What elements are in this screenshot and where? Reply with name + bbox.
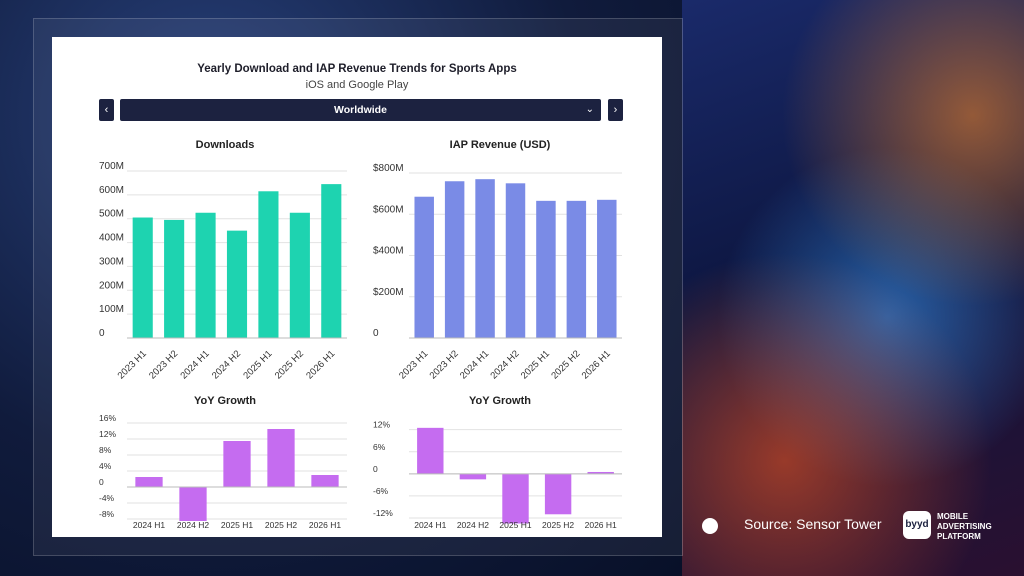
bar — [414, 196, 434, 338]
y-tick-label: 0 — [373, 328, 379, 339]
y-tick-label: 400M — [99, 233, 124, 244]
bar — [258, 191, 279, 338]
y-tick-label: 100M — [99, 304, 124, 315]
bar — [135, 477, 163, 487]
y-tick-label: -8% — [99, 509, 115, 519]
bar — [587, 471, 614, 474]
y-tick-label: $800M — [373, 163, 404, 174]
bar — [267, 429, 295, 487]
y-tick-label: 16% — [99, 413, 116, 423]
bar — [444, 181, 465, 338]
bar — [321, 184, 342, 338]
y-tick-label: 500M — [99, 209, 124, 220]
logo-tagline: MOBILE ADVERTISING PLATFORM — [937, 512, 992, 541]
x-tick-label: 2026 H1 — [309, 520, 341, 530]
bar — [544, 473, 572, 515]
bar — [475, 179, 495, 338]
x-tick-label: 2025 H1 — [221, 520, 253, 530]
y-tick-label: -4% — [99, 493, 115, 503]
x-tick-label: 2025 H2 — [265, 520, 297, 530]
sports-illustration — [682, 0, 1024, 576]
bar — [566, 200, 587, 338]
bar — [597, 199, 617, 338]
prev-region-button[interactable]: ‹ — [99, 99, 114, 121]
page-title: Yearly Download and IAP Revenue Trends f… — [197, 63, 517, 75]
downloads-chart: Downloads0100M200M300M400M500M600M700M20… — [99, 139, 347, 382]
bullet-dot — [702, 518, 718, 534]
chart-title: IAP Revenue (USD) — [450, 139, 551, 151]
bar — [226, 230, 248, 338]
downloads-yoy-chart: YoY Growth -8% -4% 0 4% 8% 12% 16% 2024 H1 2024 H… — [99, 395, 347, 530]
x-tick-label: 2024 H2 — [177, 520, 209, 530]
y-tick-label: 6% — [373, 442, 386, 452]
chevron-down-icon: ⌄ — [585, 104, 594, 115]
chart-title: YoY Growth — [469, 395, 531, 407]
y-tick-label: 0 — [373, 464, 378, 474]
region-select[interactable]: Worldwide ⌄ — [120, 99, 601, 121]
bar — [195, 212, 216, 338]
bar — [505, 183, 526, 338]
y-tick-label: $200M — [373, 287, 404, 298]
y-tick-label: -6% — [373, 486, 389, 496]
y-tick-label: 0 — [99, 328, 105, 339]
y-tick-label: 200M — [99, 280, 124, 291]
y-tick-label: 12% — [99, 429, 116, 439]
x-tick-label: 2024 H1 — [414, 520, 446, 530]
bar — [223, 441, 251, 487]
next-region-button[interactable]: › — [608, 99, 623, 121]
bar — [164, 219, 185, 338]
x-tick-label: 2024 H2 — [457, 520, 489, 530]
bar — [289, 212, 310, 338]
revenue-chart: IAP Revenue (USD)0$200M$400M$600M$800M20… — [373, 139, 622, 382]
bar — [311, 475, 339, 487]
bar — [536, 200, 556, 338]
y-tick-label: 600M — [99, 185, 124, 196]
y-tick-label: 4% — [99, 461, 112, 471]
y-tick-label: 700M — [99, 161, 124, 172]
x-tick-label: 2025 H1 — [499, 520, 531, 530]
revenue-yoy-chart: YoY Growth -12% -6% 0 6% 12% 2024 H1 2024 H2 202… — [373, 395, 622, 530]
byyd-logo: byyd — [903, 511, 931, 539]
chart-title: Downloads — [196, 139, 255, 151]
bar — [417, 427, 444, 474]
y-tick-label: 0 — [99, 477, 104, 487]
y-tick-label: $400M — [373, 246, 404, 257]
bar — [502, 473, 529, 524]
y-tick-label: 12% — [373, 420, 390, 430]
y-tick-label: $600M — [373, 204, 404, 215]
y-tick-label: 8% — [99, 445, 112, 455]
bar — [459, 473, 487, 480]
page-subtitle: iOS and Google Play — [305, 79, 409, 91]
bar — [179, 487, 207, 521]
y-tick-label: 300M — [99, 256, 124, 267]
x-tick-label: 2024 H1 — [133, 520, 165, 530]
x-tick-label: 2026 H1 — [585, 520, 617, 530]
x-tick-label: 2025 H2 — [542, 520, 574, 530]
region-select-value: Worldwide — [334, 104, 387, 116]
report-card: Yearly Download and IAP Revenue Trends f… — [52, 37, 662, 537]
chart-title: YoY Growth — [194, 395, 256, 407]
y-tick-label: -12% — [373, 508, 393, 518]
source-caption: Source: Sensor Tower — [744, 516, 882, 532]
bar — [132, 217, 153, 338]
